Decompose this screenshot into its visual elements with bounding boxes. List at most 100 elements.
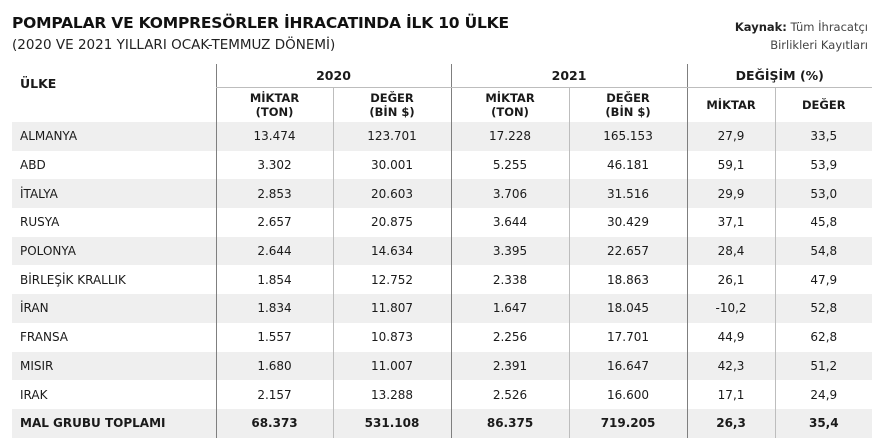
value-cell: 24,9 (774, 380, 873, 409)
value-cell: 1.680 (215, 351, 333, 381)
value-cell: 2.526 (450, 380, 570, 409)
value-cell: 165.153 (568, 122, 688, 151)
col-2021-deger: DEĞER (BİN $) (568, 87, 688, 122)
country-cell: ALMANYA (12, 122, 216, 151)
country-cell: BİRLEŞİK KRALLIK (12, 265, 216, 295)
table-row: IRAK 2.157 13.288 2.526 16.600 17,1 24,9 (12, 380, 873, 409)
value-cell: 20.875 (332, 208, 452, 237)
header-sub-row: MİKTAR (TON) DEĞER (BİN $) MİKTAR (TON) DEĞ… (12, 87, 873, 122)
value-cell: 17.701 (568, 322, 688, 352)
value-cell: -10,2 (686, 294, 776, 323)
value-cell: 2.853 (215, 179, 333, 209)
col-change-deger: DEĞER (774, 87, 873, 122)
source-name-1: Tüm İhracatçı (790, 20, 868, 34)
value-cell: 52,8 (774, 294, 873, 323)
value-cell: 27,9 (686, 122, 776, 151)
value-cell: 45,8 (774, 208, 873, 237)
country-cell: IRAK (12, 380, 216, 409)
page-subtitle: (2020 VE 2021 YILLARI OCAK-TEMMUZ DÖNEMİ… (12, 37, 336, 53)
country-header: ÜLKE (20, 76, 57, 91)
value-cell: 33,5 (774, 122, 873, 151)
value-cell: 11.007 (332, 351, 452, 381)
source-name-2: Birlikleri Kayıtları (770, 38, 868, 52)
table-row: FRANSA 1.557 10.873 2.256 17.701 44,9 62… (12, 322, 873, 352)
total-row: MAL GRUBU TOPLAMI 68.373 531.108 86.375 … (12, 408, 873, 438)
value-cell: 29,9 (686, 179, 776, 209)
source-line-1: Kaynak: Tüm İhracatçı (735, 18, 868, 36)
value-cell: 5.255 (450, 150, 570, 180)
total-value-cell: 719.205 (568, 408, 688, 438)
source-label: Kaynak: (734, 20, 787, 34)
value-cell: 2.657 (215, 208, 333, 237)
total-label: MAL GRUBU TOPLAMI (12, 408, 216, 438)
group-2021-header: 2021 (450, 64, 688, 88)
value-cell: 37,1 (686, 208, 776, 237)
table-row: RUSYA 2.657 20.875 3.644 30.429 37,1 45,… (12, 208, 873, 237)
col-2021-miktar: MİKTAR (TON) (450, 87, 570, 122)
value-cell: 1.834 (215, 294, 333, 323)
source-note: Kaynak: Tüm İhracatçı Birlikleri Kayıtla… (735, 18, 868, 54)
col-2020-miktar: MİKTAR (TON) (215, 87, 333, 122)
value-cell: 22.657 (568, 236, 688, 266)
total-value-cell: 35,4 (774, 408, 873, 438)
country-cell: MISIR (12, 351, 216, 381)
value-cell: 14.634 (332, 236, 452, 266)
value-cell: 3.395 (450, 236, 570, 266)
value-cell: 3.706 (450, 179, 570, 209)
value-cell: 20.603 (332, 179, 452, 209)
value-cell: 2.391 (450, 351, 570, 381)
value-cell: 3.644 (450, 208, 570, 237)
table-body: ALMANYA 13.474 123.701 17.228 165.153 27… (12, 122, 873, 438)
table-row: POLONYA 2.644 14.634 3.395 22.657 28,4 5… (12, 236, 873, 266)
value-cell: 59,1 (686, 150, 776, 180)
header-group-row: ÜLKE 2020 2021 DEĞİŞİM (%) (12, 64, 873, 91)
value-cell: 53,0 (774, 179, 873, 209)
table-row: ALMANYA 13.474 123.701 17.228 165.153 27… (12, 122, 873, 151)
value-cell: 3.302 (215, 150, 333, 180)
country-cell: İRAN (12, 294, 216, 323)
total-value-cell: 86.375 (450, 408, 570, 438)
value-cell: 2.644 (215, 236, 333, 266)
value-cell: 10.873 (332, 322, 452, 352)
total-value-cell: 68.373 (215, 408, 333, 438)
value-cell: 30.001 (332, 150, 452, 180)
value-cell: 17.228 (450, 122, 570, 151)
value-cell: 2.256 (450, 322, 570, 352)
value-cell: 44,9 (686, 322, 776, 352)
value-cell: 26,1 (686, 265, 776, 295)
country-cell: FRANSA (12, 322, 216, 352)
country-cell: ABD (12, 150, 216, 180)
total-value-cell: 26,3 (686, 408, 776, 438)
table-row: İTALYA 2.853 20.603 3.706 31.516 29,9 53… (12, 179, 873, 209)
export-table: ÜLKE 2020 2021 DEĞİŞİM (%) MİKTAR (TON) D… (12, 64, 873, 438)
country-cell: POLONYA (12, 236, 216, 266)
col-change-miktar: MİKTAR (686, 87, 776, 122)
value-cell: 13.474 (215, 122, 333, 151)
value-cell: 1.647 (450, 294, 570, 323)
value-cell: 53,9 (774, 150, 873, 180)
value-cell: 18.863 (568, 265, 688, 295)
value-cell: 1.854 (215, 265, 333, 295)
value-cell: 30.429 (568, 208, 688, 237)
value-cell: 46.181 (568, 150, 688, 180)
value-cell: 54,8 (774, 236, 873, 266)
value-cell: 47,9 (774, 265, 873, 295)
col-2020-deger: DEĞER (BİN $) (332, 87, 452, 122)
value-cell: 17,1 (686, 380, 776, 409)
value-cell: 1.557 (215, 322, 333, 352)
value-cell: 13.288 (332, 380, 452, 409)
value-cell: 18.045 (568, 294, 688, 323)
table-row: MISIR 1.680 11.007 2.391 16.647 42,3 51,… (12, 351, 873, 381)
value-cell: 62,8 (774, 322, 873, 352)
group-2020-header: 2020 (215, 64, 452, 88)
value-cell: 2.338 (450, 265, 570, 295)
value-cell: 12.752 (332, 265, 452, 295)
country-cell: RUSYA (12, 208, 216, 237)
value-cell: 123.701 (332, 122, 452, 151)
table-row: BİRLEŞİK KRALLIK 1.854 12.752 2.338 18.8… (12, 265, 873, 295)
group-change-header: DEĞİŞİM (%) (686, 64, 873, 88)
value-cell: 16.647 (568, 351, 688, 381)
table-row: ABD 3.302 30.001 5.255 46.181 59,1 53,9 (12, 150, 873, 180)
value-cell: 42,3 (686, 351, 776, 381)
